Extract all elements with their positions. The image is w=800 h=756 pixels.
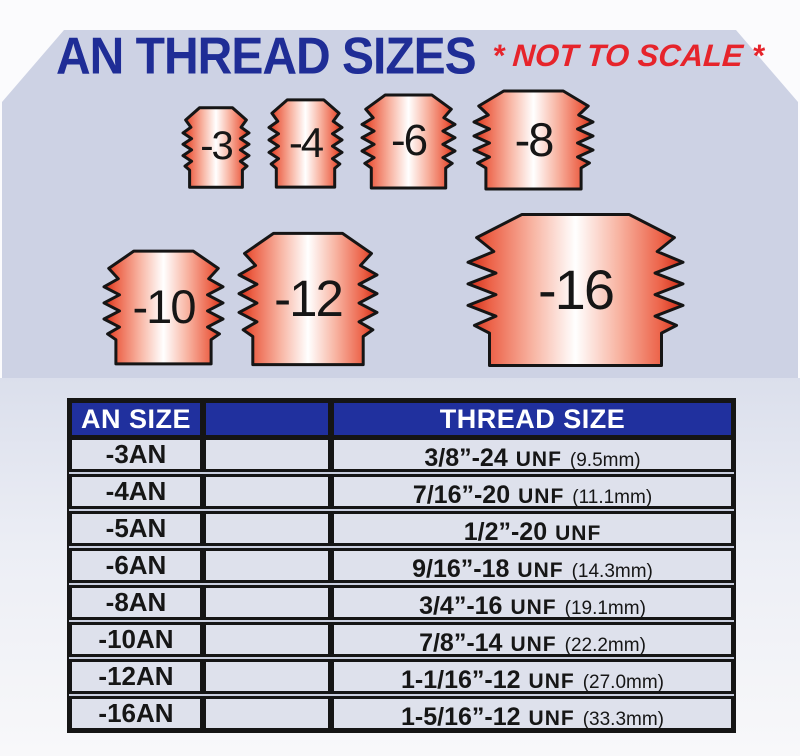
thread-fraction: 7/8”-14 bbox=[419, 629, 503, 657]
thread-standard: UNF bbox=[528, 707, 575, 730]
spacer-cell bbox=[203, 622, 331, 657]
fitting-label: -3 bbox=[200, 124, 234, 168]
threaded-fitting-shape-icon bbox=[362, 94, 455, 189]
table-header-an-size: AN SIZE bbox=[69, 400, 203, 438]
thread-standard: UNF bbox=[555, 522, 602, 545]
threaded-fitting-shape-icon bbox=[239, 232, 377, 366]
fitting-4: -4 bbox=[269, 99, 342, 188]
an-size-cell: -12AN bbox=[69, 659, 203, 694]
spacer-cell bbox=[203, 474, 331, 509]
an-size-cell: -10AN bbox=[69, 622, 203, 657]
thread-size-cell: 3/8”-24 UNF (9.5mm) bbox=[331, 437, 734, 472]
table-header-thread-size: THREAD SIZE bbox=[331, 400, 734, 438]
an-size-cell: -8AN bbox=[69, 585, 203, 620]
fitting-8: -8 bbox=[474, 90, 593, 190]
thread-standard: UNF bbox=[518, 485, 565, 508]
thread-metric: (19.1mm) bbox=[564, 598, 646, 619]
thread-size-cell: 7/16”-20 UNF (11.1mm) bbox=[331, 474, 734, 509]
thread-size-cell: 1-1/16”-12 UNF (27.0mm) bbox=[331, 659, 734, 694]
thread-metric: (14.3mm) bbox=[571, 561, 653, 582]
thread-fraction: 1-5/16”-12 bbox=[401, 703, 521, 731]
thread-fraction: 9/16”-18 bbox=[412, 555, 510, 583]
page-title: AN THREAD SIZES bbox=[56, 28, 477, 86]
an-size-cell: -4AN bbox=[69, 474, 203, 509]
fitting-3: -3 bbox=[183, 107, 249, 188]
fitting-label: -12 bbox=[274, 269, 344, 327]
threaded-fitting-shape-icon bbox=[104, 250, 223, 365]
an-size-cell: -3AN bbox=[69, 437, 203, 472]
threaded-fitting-shape-icon bbox=[474, 90, 593, 190]
thread-metric: (11.1mm) bbox=[572, 487, 653, 508]
thread-size-cell: 1-5/16”-12 UNF (33.3mm) bbox=[331, 696, 734, 731]
fitting-12: -12 bbox=[239, 232, 377, 366]
an-size-cell: -6AN bbox=[69, 548, 203, 583]
not-to-scale-note: * NOT TO SCALE * bbox=[490, 38, 765, 73]
fitting-10: -10 bbox=[104, 250, 223, 365]
fitting-label: -10 bbox=[132, 280, 197, 333]
fitting-label: -8 bbox=[514, 112, 555, 166]
thread-metric: (22.2mm) bbox=[564, 635, 646, 656]
thread-metric: (33.3mm) bbox=[582, 709, 664, 730]
thread-size-table: AN SIZE THREAD SIZE -3AN 3/8”-24 UNF (9.… bbox=[67, 398, 736, 733]
thread-fraction: 7/16”-20 bbox=[412, 481, 511, 509]
an-size-cell: -16AN bbox=[69, 696, 203, 731]
fitting-label: -4 bbox=[288, 118, 324, 166]
spacer-cell bbox=[203, 548, 331, 583]
thread-size-cell: 1/2”-20 UNF bbox=[331, 511, 734, 546]
thread-standard: UNF bbox=[510, 596, 557, 619]
thread-standard: UNF bbox=[510, 633, 557, 656]
threaded-fitting-shape-icon bbox=[468, 213, 683, 367]
thread-standard: UNF bbox=[515, 448, 562, 471]
thread-standard: UNF bbox=[528, 670, 575, 693]
thread-size-cell: 3/4”-16 UNF (19.1mm) bbox=[331, 585, 734, 620]
fitting-label: -6 bbox=[390, 115, 428, 165]
threaded-fitting-shape-icon bbox=[183, 107, 249, 188]
thread-size-cell: 7/8”-14 UNF (22.2mm) bbox=[331, 622, 734, 657]
thread-standard: UNF bbox=[517, 559, 564, 582]
thread-metric: (27.0mm) bbox=[582, 672, 664, 693]
thread-fraction: 1-1/16”-12 bbox=[401, 666, 521, 694]
thread-size-cell: 9/16”-18 UNF (14.3mm) bbox=[331, 548, 734, 583]
fitting-6: -6 bbox=[362, 94, 455, 189]
spacer-cell bbox=[203, 659, 331, 694]
fitting-16: -16 bbox=[468, 213, 683, 367]
thread-fraction: 3/4”-16 bbox=[419, 592, 503, 620]
an-size-cell: -5AN bbox=[69, 511, 203, 546]
table-header-spacer bbox=[203, 400, 331, 438]
spacer-cell bbox=[203, 511, 331, 546]
thread-fraction: 3/8”-24 bbox=[424, 444, 508, 472]
fitting-label: -16 bbox=[538, 257, 615, 321]
threaded-fitting-shape-icon bbox=[269, 99, 342, 188]
spacer-cell bbox=[203, 585, 331, 620]
spacer-cell bbox=[203, 696, 331, 731]
spacer-cell bbox=[203, 437, 331, 472]
thread-metric: (9.5mm) bbox=[569, 450, 641, 471]
thread-fraction: 1/2”-20 bbox=[463, 518, 548, 546]
